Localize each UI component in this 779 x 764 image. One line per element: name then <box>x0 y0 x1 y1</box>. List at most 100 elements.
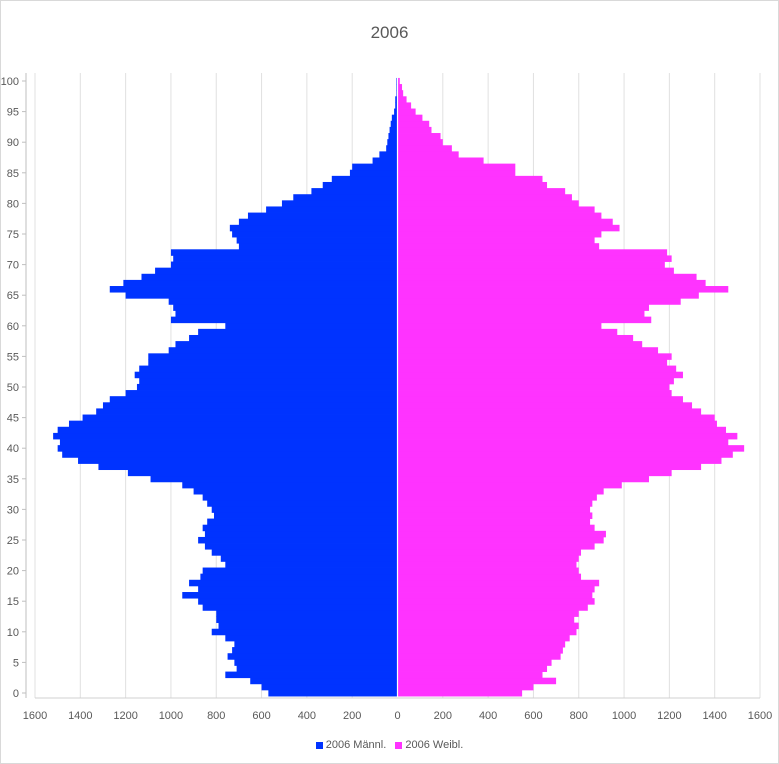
female-bar <box>397 145 452 152</box>
male-bar <box>125 292 398 299</box>
male-bar <box>236 237 398 244</box>
x-tick-label: 400 <box>298 710 316 722</box>
y-tick-label: 70 <box>7 260 19 272</box>
male-bar <box>198 598 398 605</box>
y-tick-label: 15 <box>7 596 19 608</box>
female-bar <box>397 237 595 244</box>
male-bar <box>234 659 398 666</box>
female-bar <box>397 494 597 501</box>
female-bar <box>397 683 534 691</box>
male-bar <box>211 506 398 513</box>
male-bar <box>53 432 398 440</box>
male-bar <box>78 457 398 464</box>
female-bar <box>397 273 697 281</box>
y-tick-label: 65 <box>7 290 19 302</box>
y-tick-label: 20 <box>7 566 19 578</box>
female-bar <box>397 383 670 391</box>
male-bar <box>232 230 398 238</box>
female-bar <box>397 304 649 311</box>
female-bar <box>397 549 582 556</box>
female-bar <box>397 432 738 440</box>
female-bar <box>397 286 729 293</box>
female-bar <box>397 243 600 250</box>
x-tick-label: 0 <box>394 710 400 722</box>
male-bar <box>349 169 398 177</box>
male-bar <box>394 108 398 116</box>
female-bar <box>397 592 593 599</box>
female-bar <box>397 114 423 122</box>
male-bar <box>68 420 398 428</box>
female-bar <box>397 439 729 446</box>
male-bar <box>59 439 398 446</box>
female-bar <box>397 108 416 116</box>
female-bar <box>397 298 681 305</box>
female-bar <box>397 506 591 513</box>
female-bar <box>397 96 407 103</box>
male-bar <box>62 451 398 458</box>
female-bar <box>397 157 484 165</box>
y-tick-label: 10 <box>7 627 19 639</box>
legend: 2006 Männl. 2006 Weibl. <box>1 739 778 751</box>
male-bar <box>238 243 398 250</box>
female-bar <box>397 390 672 397</box>
female-bar <box>397 126 432 134</box>
male-bar <box>391 114 398 122</box>
female-bar <box>397 224 620 232</box>
female-bar <box>397 579 600 587</box>
male-bar <box>211 628 398 636</box>
female-bar <box>397 451 733 458</box>
female-bar <box>397 671 543 679</box>
male-bar <box>261 683 398 691</box>
male-bar <box>225 561 398 568</box>
male-bar <box>207 500 398 507</box>
female-bar <box>397 371 683 379</box>
male-bar <box>395 96 398 103</box>
female-bar <box>397 622 579 630</box>
female-bar <box>397 647 563 654</box>
chart-title: 2006 <box>370 23 409 42</box>
female-bar <box>397 573 582 581</box>
female-bar <box>397 310 645 318</box>
female-bar <box>397 640 566 648</box>
male-bar <box>200 573 398 581</box>
legend-entry-male: 2006 Männl. <box>315 739 386 751</box>
female-bar <box>397 414 715 422</box>
axes: 1600 1400 1200 1000 800 600 400 200 0 200 400 600 80… <box>1 73 772 722</box>
female-bar <box>397 457 722 464</box>
female-bar <box>397 536 604 544</box>
female-bar <box>397 230 602 238</box>
male-bar <box>168 298 398 305</box>
male-bar <box>175 341 398 348</box>
x-tick-label: 200 <box>434 710 452 722</box>
male-bar <box>389 126 398 134</box>
female-bar <box>397 408 702 415</box>
male-bar <box>293 194 398 201</box>
male-bar <box>96 408 398 415</box>
female-bar <box>397 634 570 642</box>
male-bar <box>388 133 398 140</box>
female-bar <box>397 512 593 519</box>
female-bar <box>397 616 575 624</box>
female-bar <box>397 279 706 287</box>
male-bar <box>170 261 398 269</box>
male-bar <box>198 328 398 336</box>
female-bar <box>397 169 516 177</box>
male-bar <box>352 163 398 171</box>
x-tick-label: 200 <box>343 710 361 722</box>
female-bar <box>397 316 652 324</box>
female-bar <box>397 445 745 452</box>
female-bar <box>397 90 404 97</box>
male-bar <box>281 200 398 207</box>
female-bar <box>397 524 595 532</box>
male-bar <box>207 518 398 526</box>
male-bar <box>198 585 398 593</box>
male-bar <box>198 536 398 544</box>
male-bar <box>155 267 398 275</box>
male-bar <box>82 414 398 422</box>
male-bar <box>173 255 398 262</box>
female-bar <box>397 151 459 158</box>
female-bar <box>397 604 588 611</box>
female-bar <box>397 341 643 348</box>
male-bar <box>225 634 398 642</box>
male-bar <box>98 463 398 471</box>
